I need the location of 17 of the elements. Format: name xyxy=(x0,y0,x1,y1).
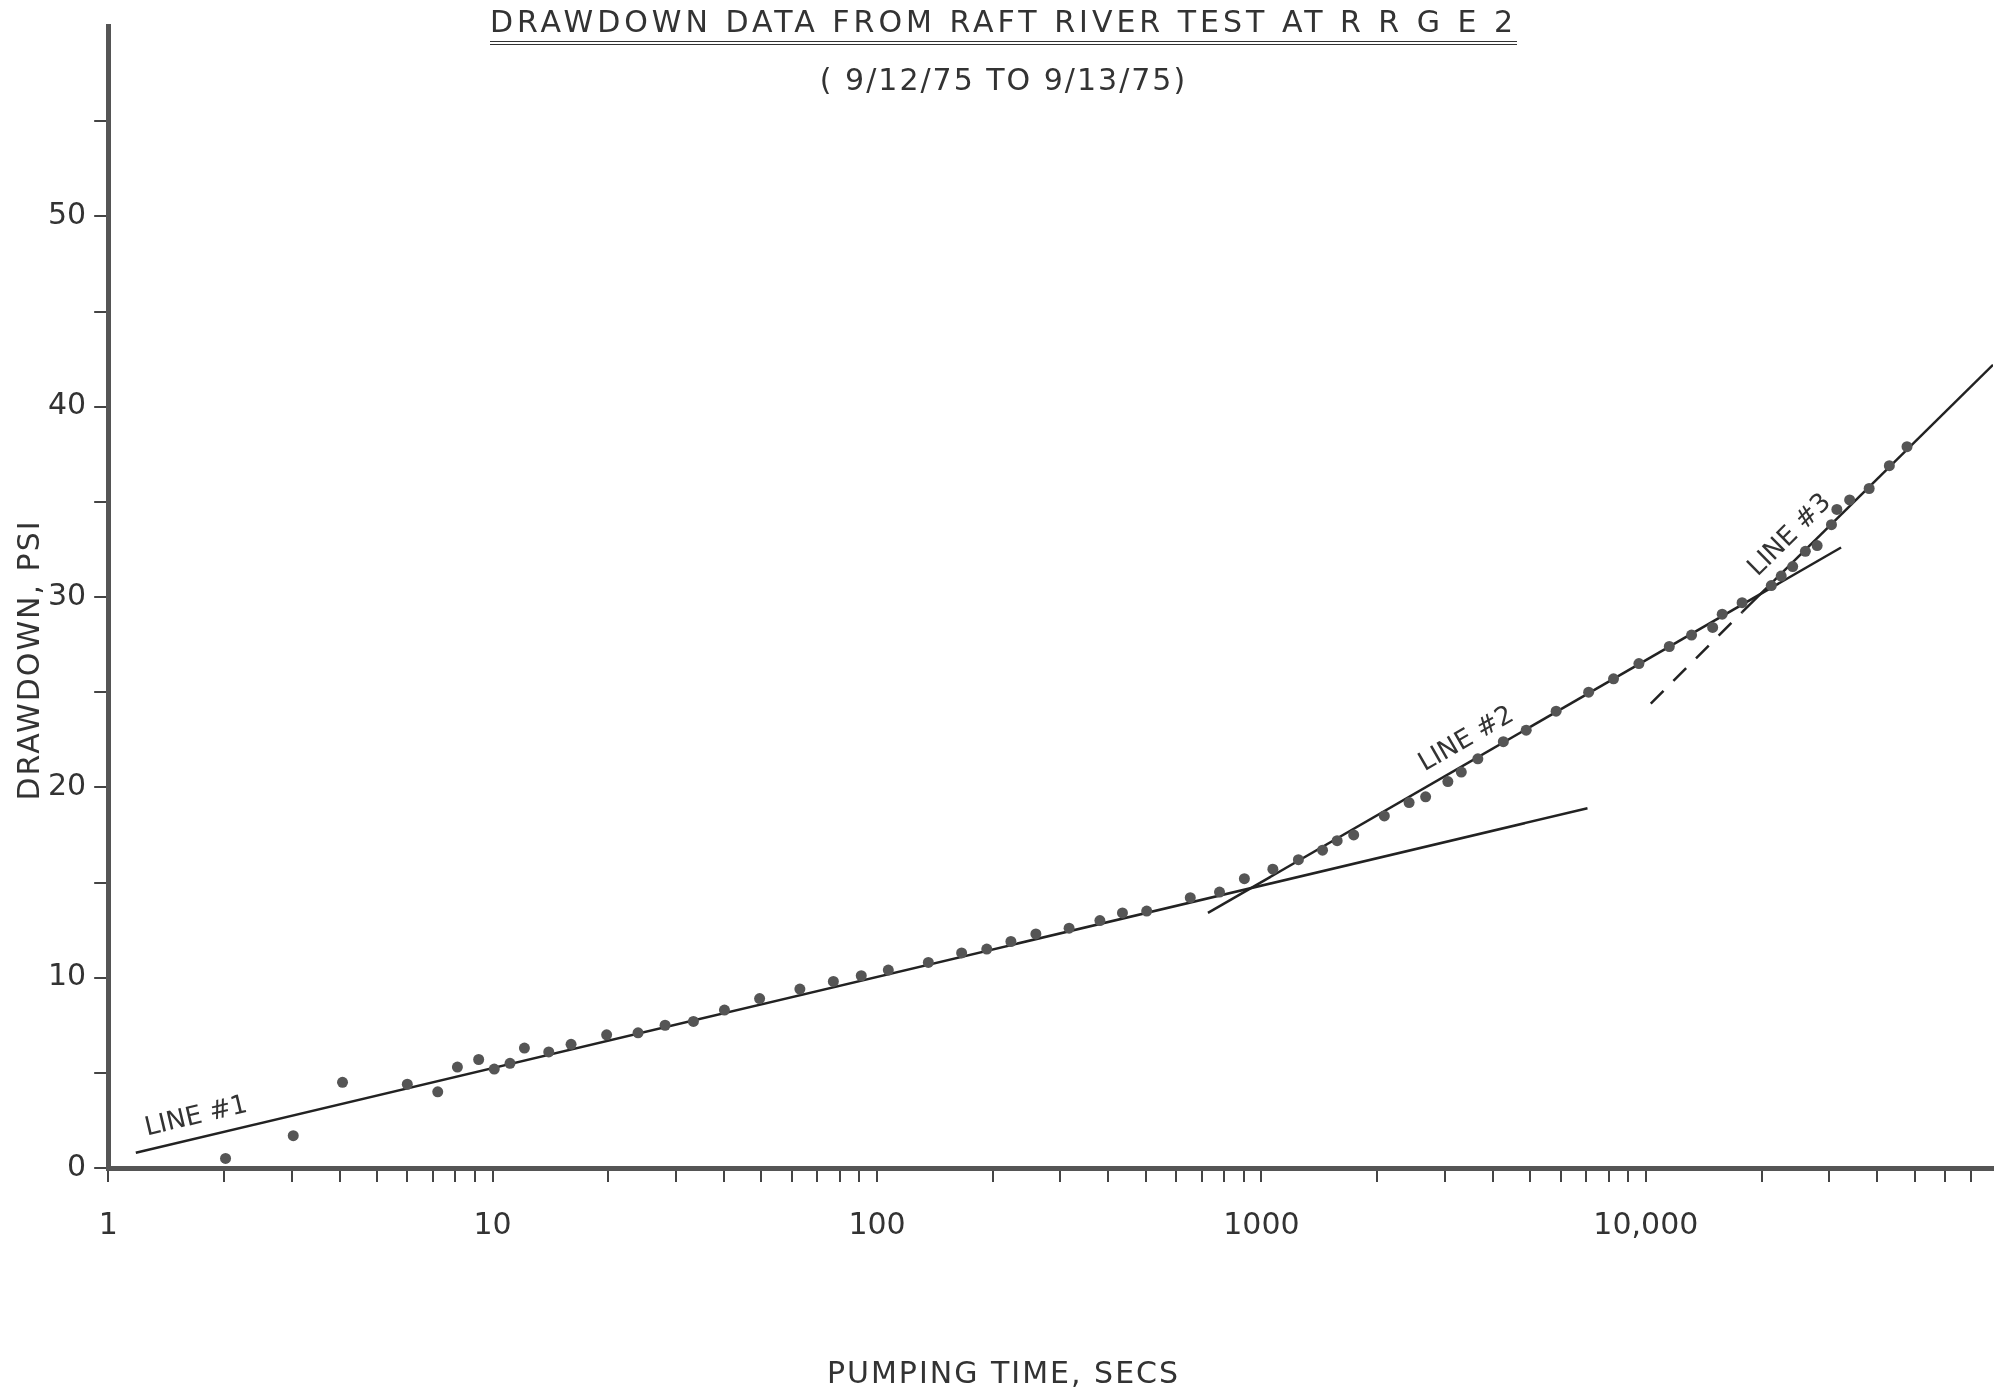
x-tick-label: 10 xyxy=(473,1205,512,1241)
x-tick-label: 1 xyxy=(98,1205,118,1241)
chart-title: DRAWDOWN DATA FROM RAFT RIVER TEST AT R R G E 2 xyxy=(489,4,1518,45)
text: LINE #2 xyxy=(1412,698,1519,777)
y-axis-title: DRAWDOWN, PSI xyxy=(10,519,46,801)
y-tick-label: 0 xyxy=(67,1147,87,1183)
x-tick-label: 100 xyxy=(848,1205,906,1241)
x-axis-title: PUMPING TIME, SECS xyxy=(825,1355,1182,1390)
y-tick-label: 30 xyxy=(47,576,87,612)
x-tick-label: 10,000 xyxy=(1593,1205,1699,1241)
text: LINE #1 xyxy=(141,1087,251,1142)
text: ( 9/12/75 TO 9/13/75) xyxy=(818,62,1189,97)
y-tick-label: 20 xyxy=(47,767,87,803)
y-tick-label: 40 xyxy=(47,386,87,422)
y-tick-label: 10 xyxy=(47,957,87,993)
y-tick-label: 50 xyxy=(47,196,87,232)
x-tick-label: 1000 xyxy=(1223,1205,1300,1241)
